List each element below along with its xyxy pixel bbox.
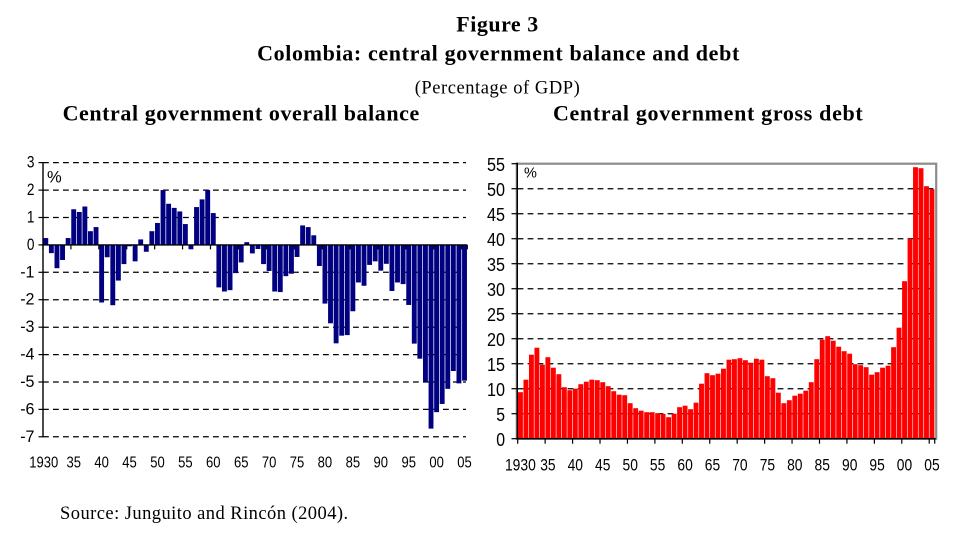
svg-text:45: 45 (595, 456, 610, 474)
svg-text:35: 35 (540, 456, 555, 474)
svg-text:70: 70 (262, 454, 277, 471)
svg-text:Source: Junguito and Rincón (2: Source: Junguito and Rincón (2004). (60, 504, 349, 524)
svg-text:80: 80 (787, 456, 802, 474)
svg-text:Central government overall bal: Central government overall balance (63, 101, 420, 126)
svg-text:80: 80 (318, 454, 333, 471)
svg-text:60: 60 (206, 454, 221, 471)
svg-text:Figure 3: Figure 3 (456, 12, 538, 37)
svg-text:95: 95 (869, 456, 884, 474)
svg-text:Central government gross debt: Central government gross debt (553, 101, 864, 126)
svg-text:-7: -7 (20, 428, 34, 446)
svg-text:-3: -3 (20, 318, 34, 336)
svg-text:1930: 1930 (29, 454, 58, 471)
svg-text:45: 45 (487, 204, 505, 225)
svg-text:Colombia: central government b: Colombia: central government balance and… (257, 40, 740, 65)
svg-text:55: 55 (487, 154, 505, 175)
svg-text:%: % (524, 166, 537, 182)
svg-text:-4: -4 (20, 346, 34, 364)
svg-text:1: 1 (27, 209, 35, 227)
svg-text:70: 70 (732, 456, 747, 474)
svg-text:55: 55 (178, 454, 193, 471)
svg-text:15: 15 (487, 354, 505, 375)
svg-text:60: 60 (677, 456, 692, 474)
svg-text:%: % (47, 169, 62, 187)
svg-text:3: 3 (27, 154, 35, 172)
svg-text:00: 00 (897, 456, 912, 474)
svg-text:25: 25 (487, 304, 505, 325)
svg-text:35: 35 (487, 254, 505, 275)
svg-text:50: 50 (487, 179, 505, 200)
svg-text:85: 85 (815, 456, 830, 474)
svg-text:-6: -6 (20, 400, 34, 418)
svg-text:90: 90 (374, 454, 389, 471)
svg-text:45: 45 (122, 454, 137, 471)
svg-text:30: 30 (487, 279, 505, 300)
svg-text:55: 55 (650, 456, 665, 474)
svg-text:00: 00 (429, 454, 444, 471)
svg-text:20: 20 (487, 329, 505, 350)
svg-text:40: 40 (568, 456, 583, 474)
svg-text:40: 40 (487, 229, 505, 250)
svg-text:90: 90 (842, 456, 857, 474)
svg-text:5: 5 (496, 404, 505, 425)
svg-text:10: 10 (487, 379, 505, 400)
svg-text:-5: -5 (20, 373, 34, 391)
svg-text:0: 0 (496, 429, 505, 450)
svg-text:-1: -1 (20, 263, 34, 281)
svg-text:75: 75 (760, 456, 775, 474)
svg-text:-2: -2 (20, 291, 34, 309)
svg-text:1930: 1930 (505, 456, 536, 474)
svg-text:50: 50 (623, 456, 638, 474)
svg-text:(Percentage of GDP): (Percentage of GDP) (415, 79, 581, 99)
svg-text:40: 40 (94, 454, 109, 471)
svg-text:95: 95 (401, 454, 416, 471)
svg-text:35: 35 (66, 454, 81, 471)
svg-text:65: 65 (234, 454, 249, 471)
svg-text:85: 85 (346, 454, 361, 471)
svg-text:0: 0 (27, 236, 35, 254)
svg-text:75: 75 (290, 454, 305, 471)
svg-text:65: 65 (705, 456, 720, 474)
svg-text:2: 2 (27, 181, 35, 199)
svg-text:05: 05 (924, 456, 939, 474)
svg-text:50: 50 (150, 454, 165, 471)
svg-text:05: 05 (457, 454, 472, 471)
